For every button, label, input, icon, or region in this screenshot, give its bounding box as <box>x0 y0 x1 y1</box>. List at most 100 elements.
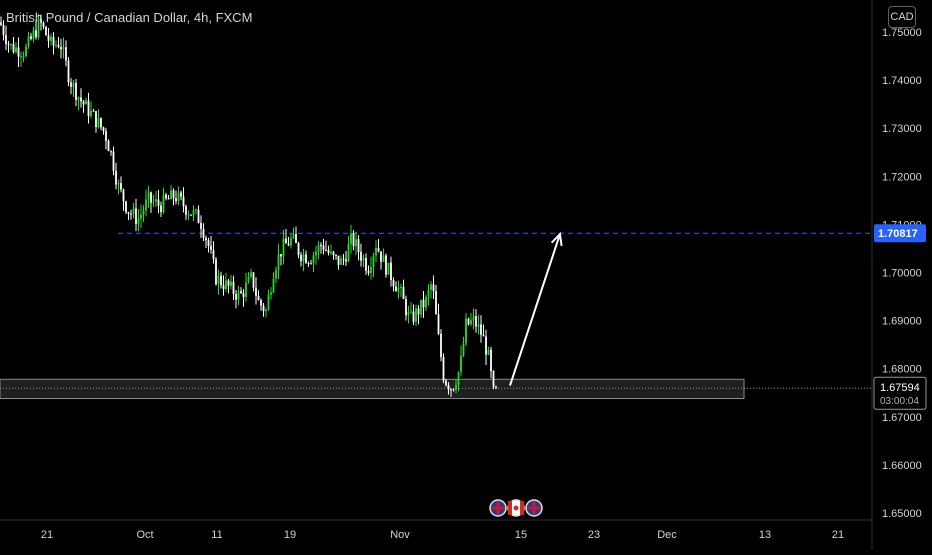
candle-down <box>160 205 162 213</box>
candle-down <box>75 82 77 100</box>
candle-up <box>460 355 462 373</box>
price-tick-label: 1.68000 <box>882 364 922 376</box>
candle-up <box>147 192 150 200</box>
candle-down <box>7 43 10 45</box>
candle-up <box>275 269 277 279</box>
candle-down <box>390 262 392 281</box>
candle-up <box>85 100 87 105</box>
candle-down <box>310 263 312 265</box>
candle-down <box>440 333 442 358</box>
uk-flag-icon[interactable] <box>525 499 543 517</box>
candle-down <box>82 101 85 105</box>
currency-button[interactable]: CAD <box>888 6 916 28</box>
candle-down <box>357 239 360 252</box>
candle-up <box>487 349 490 355</box>
candle-down <box>480 324 482 335</box>
time-tick-label: Nov <box>390 529 410 541</box>
price-tick-label: 1.69000 <box>882 316 922 328</box>
candle-down <box>210 245 212 250</box>
candle-up <box>32 30 35 39</box>
candle-down <box>80 97 82 102</box>
candle-down <box>12 44 15 53</box>
candle-up <box>270 292 272 295</box>
support-zone <box>0 378 745 400</box>
candle-down <box>305 254 307 264</box>
candle-up <box>267 294 270 310</box>
candle-up <box>347 243 350 262</box>
price-tick-label: 1.73000 <box>882 123 922 135</box>
time-tick-label: Oct <box>136 529 153 541</box>
candle-down <box>172 190 175 199</box>
candle-down <box>367 270 370 274</box>
candle-down <box>40 18 42 23</box>
time-tick-label: 21 <box>832 529 844 541</box>
candle-down <box>157 199 160 206</box>
candle-down <box>495 386 497 388</box>
candle-down <box>220 275 222 286</box>
symbol-title[interactable]: British Pound / Canadian Dollar, 4h, FXC… <box>6 10 253 25</box>
candle-up <box>272 278 275 293</box>
candle-down <box>42 22 45 27</box>
candle-down <box>130 213 132 215</box>
candle-down <box>115 170 117 185</box>
candle-down <box>67 60 70 83</box>
candle-down <box>307 263 310 265</box>
candle-down <box>437 314 440 334</box>
candle-down <box>255 287 257 296</box>
candle-down <box>2 24 5 36</box>
candle-up <box>457 372 460 386</box>
candle-down <box>205 238 207 241</box>
candle-up <box>230 281 232 286</box>
candle-down <box>45 26 47 36</box>
last-price-label: 1.67594 <box>880 382 920 394</box>
time-tick-label: 15 <box>515 529 527 541</box>
candle-down <box>102 127 105 132</box>
candle-up <box>237 291 240 300</box>
candle-up <box>312 255 315 264</box>
price-tick-label: 1.67000 <box>882 412 922 424</box>
candle-down <box>30 36 32 39</box>
candle-up <box>217 275 220 285</box>
uk-flag-icon[interactable] <box>489 499 507 517</box>
candle-up <box>22 55 25 57</box>
target-price-label: 1.70817 <box>878 228 918 240</box>
candle-up <box>370 267 372 274</box>
candle-down <box>320 244 322 246</box>
candle-down <box>285 238 287 244</box>
price-tick-label: 1.74000 <box>882 75 922 87</box>
candle-down <box>242 293 245 297</box>
canada-flag-icon[interactable] <box>507 499 525 517</box>
candle-down <box>335 254 337 256</box>
candle-up <box>10 44 12 46</box>
price-tick-label: 1.66000 <box>882 460 922 472</box>
candle-down <box>332 251 335 255</box>
last-price-badge <box>873 376 927 410</box>
candle-up <box>400 287 402 289</box>
candle-up <box>142 210 145 215</box>
candle-up <box>25 46 27 56</box>
candle-down <box>0 22 2 25</box>
time-tick-label: 11 <box>211 529 222 541</box>
candle-down <box>110 151 112 153</box>
candle-up <box>225 280 227 290</box>
candle-down <box>52 36 55 46</box>
candle-down <box>87 100 90 117</box>
price-tick-label: 1.72000 <box>882 171 922 183</box>
candle-down <box>185 206 187 215</box>
candle-down <box>450 389 452 391</box>
candle-down <box>352 233 355 247</box>
candle-down <box>235 294 237 300</box>
candle-up <box>290 237 292 246</box>
candle-down <box>402 287 405 300</box>
candle-down <box>92 110 95 112</box>
target-price-badge <box>874 224 926 243</box>
candle-up <box>192 210 195 216</box>
candle-down <box>100 118 102 128</box>
candle-up <box>340 258 342 265</box>
candle-down <box>57 44 60 47</box>
candle-up <box>282 238 285 257</box>
candle-down <box>60 46 62 50</box>
